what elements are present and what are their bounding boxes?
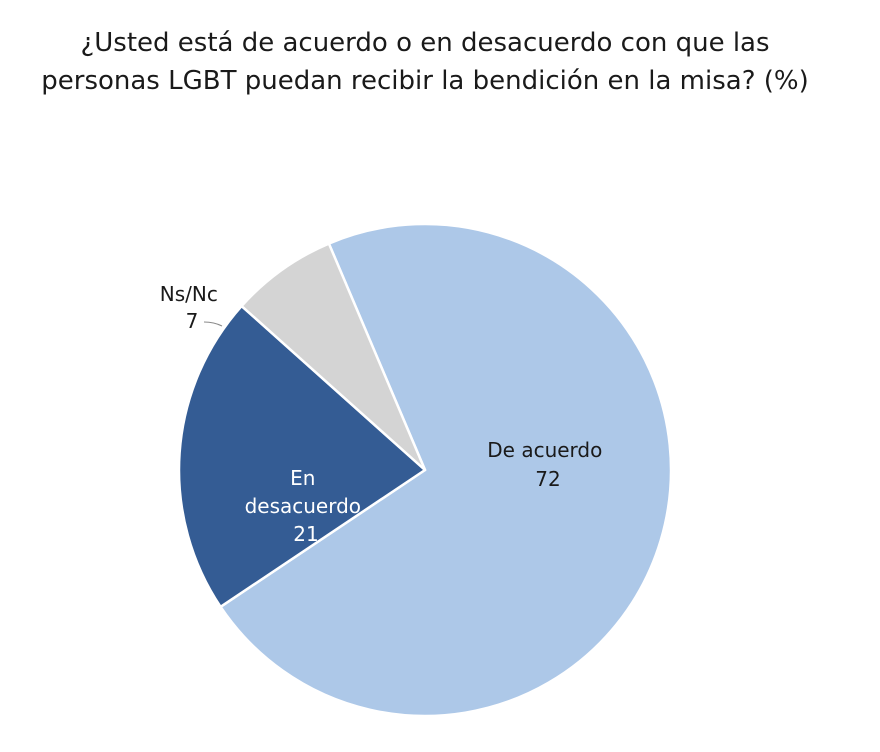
chart-title-line-1: ¿Usted está de acuerdo o en desacuerdo c… <box>80 28 770 58</box>
slice-value-en-desacuerdo: 21 <box>293 522 318 546</box>
chart-title: ¿Usted está de acuerdo o en desacuerdo c… <box>0 24 850 100</box>
slice-name-en-desacuerdo-line-2: desacuerdo <box>245 494 361 518</box>
chart-title-line-2: personas LGBT puedan recibir la bendició… <box>41 66 809 96</box>
pie-slice-de-acuerdo <box>219 222 673 718</box>
slice-label-ns-nc: Ns/Nc 7 <box>160 282 224 333</box>
slice-value-de-acuerdo: 72 <box>535 467 560 491</box>
slice-name-en-desacuerdo-line-1: En <box>290 466 315 490</box>
slice-label-en-desacuerdo: En desacuerdo 21 <box>245 466 368 546</box>
pie-slice-en-desacuerdo <box>177 304 427 609</box>
pie-slice-ns-nc <box>240 242 427 472</box>
slice-value-ns-nc: 7 <box>186 309 199 333</box>
slice-label-de-acuerdo: De acuerdo 72 <box>487 438 608 491</box>
leader-line-ns-nc <box>203 321 223 327</box>
slice-name-ns-nc: Ns/Nc <box>160 282 218 306</box>
slice-name-de-acuerdo: De acuerdo <box>487 438 602 462</box>
